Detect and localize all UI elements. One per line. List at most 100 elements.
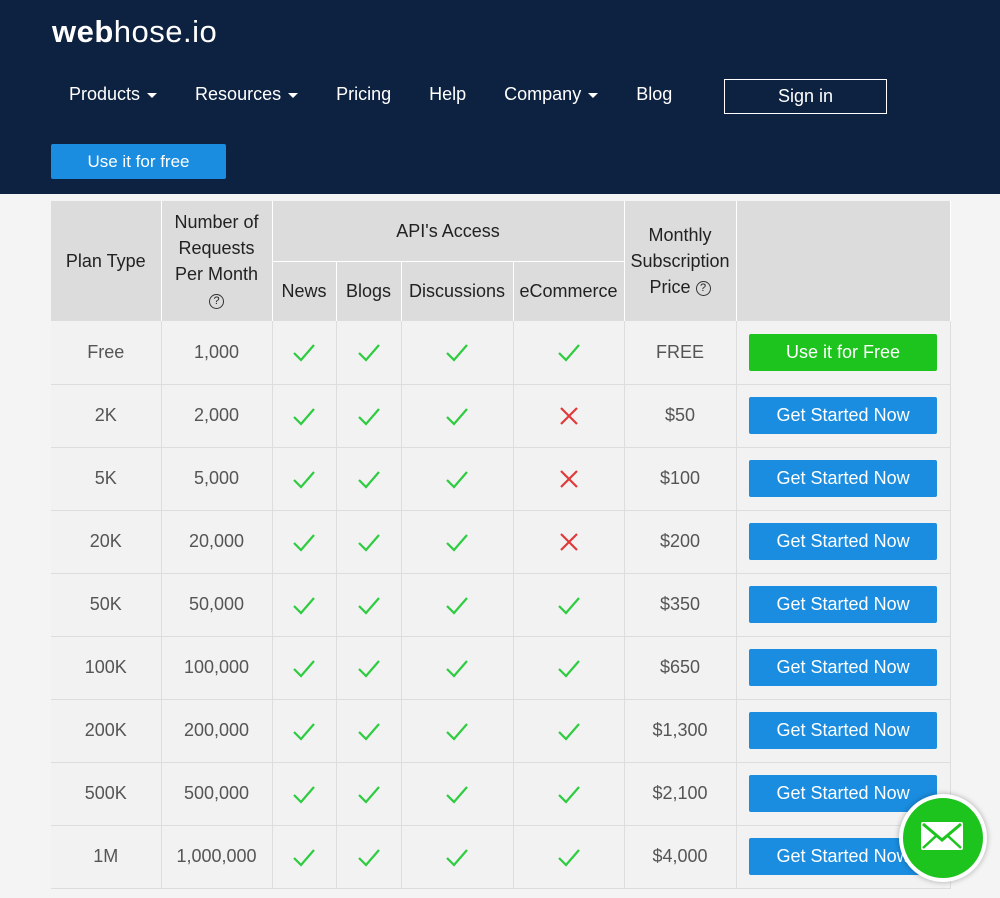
plan-button[interactable]: Get Started Now <box>749 649 938 686</box>
check-icon <box>557 785 580 804</box>
check-icon <box>293 533 315 552</box>
action-cell: Get Started Now <box>736 699 951 763</box>
empty-header <box>736 201 951 321</box>
plan-cell: 200K <box>51 699 162 763</box>
plan-button[interactable]: Get Started Now <box>749 397 938 434</box>
plan-cell: 100K <box>51 636 162 700</box>
access-cell <box>401 699 514 763</box>
help-icon[interactable]: ? <box>695 280 711 296</box>
nav-item[interactable]: Company <box>504 84 599 105</box>
action-cell: Get Started Now <box>736 762 951 826</box>
access-cell <box>513 573 625 637</box>
check-icon <box>557 344 580 362</box>
plan-row: 2K 2,000 $50 Get Started Now <box>51 384 951 448</box>
access-cell <box>513 510 625 574</box>
plan-cell: Free <box>51 321 162 385</box>
access-cell <box>513 447 625 511</box>
price-cell: $100 <box>624 447 737 511</box>
source-header: News <box>272 260 337 321</box>
plan-button[interactable]: Get Started Now <box>749 586 938 623</box>
help-icon[interactable]: ? <box>209 293 224 309</box>
header: webhose.io Products Resources Pricing Help C… <box>0 0 1000 194</box>
check-icon <box>357 848 380 867</box>
plan-row: 1M 1,000,000 $4,000 Get Started Now <box>51 825 951 889</box>
plan-button[interactable]: Get Started Now <box>749 460 938 497</box>
price-header: Monthly Subscription Price ? <box>624 201 737 321</box>
check-icon <box>293 407 315 426</box>
plan-button[interactable]: Use it for Free <box>749 333 938 371</box>
plan-cell: 50K <box>51 573 162 637</box>
logo[interactable]: webhose.io <box>52 14 217 50</box>
sources-row: News Blogs Discussions eCommerce <box>51 260 950 321</box>
price-cell: $200 <box>624 510 737 574</box>
price-cell: FREE <box>624 321 737 385</box>
price-cell: $350 <box>624 573 737 637</box>
access-cell <box>401 447 514 511</box>
access-cell <box>401 573 514 637</box>
price-cell: $50 <box>624 384 737 448</box>
requests-cell: 200,000 <box>161 699 273 763</box>
access-cell <box>513 699 625 763</box>
check-icon <box>357 722 380 741</box>
cross-icon <box>559 469 578 488</box>
access-cell <box>513 636 625 700</box>
requests-cell: 1,000,000 <box>161 825 273 889</box>
requests-cell: 50,000 <box>161 573 273 637</box>
access-cell <box>272 636 337 700</box>
logo-bold: web <box>52 14 114 49</box>
table-body: Free 1,000 FREE Use it for Free 2K 2,000 $50 Ge… <box>51 321 951 889</box>
plan-row: 200K 200,000 $1,300 Get Started Now <box>51 699 951 763</box>
price-cell: $650 <box>624 636 737 700</box>
plan-row: Free 1,000 FREE Use it for Free <box>51 321 951 385</box>
nav-item[interactable]: Help <box>429 84 467 104</box>
access-cell <box>401 321 514 385</box>
check-icon <box>357 407 380 426</box>
access-cell <box>513 825 625 889</box>
check-icon <box>293 344 315 362</box>
requests-cell: 20,000 <box>161 510 273 574</box>
access-cell <box>272 510 337 574</box>
check-icon <box>293 722 315 741</box>
access-cell <box>272 762 337 826</box>
access-cell <box>336 762 402 826</box>
check-icon <box>446 344 468 362</box>
plan-button[interactable]: Get Started Now <box>749 523 938 560</box>
check-icon <box>446 848 468 867</box>
check-icon <box>446 785 468 804</box>
plan-row: 100K 100,000 $650 Get Started Now <box>51 636 951 700</box>
access-cell <box>401 384 514 448</box>
plan-button[interactable]: Get Started Now <box>749 775 938 812</box>
requests-cell: 1,000 <box>161 321 273 385</box>
nav-item[interactable]: Products <box>69 84 158 105</box>
access-cell <box>336 510 402 574</box>
action-cell: Get Started Now <box>736 510 951 574</box>
access-cell <box>336 573 402 637</box>
nav-item[interactable]: Resources <box>195 84 299 105</box>
check-icon <box>293 659 315 678</box>
sign-in-button[interactable]: Sign in <box>724 79 887 114</box>
price-header-text: Monthly Subscription Price <box>630 225 730 297</box>
plan-cell: 20K <box>51 510 162 574</box>
access-cell <box>272 573 337 637</box>
price-cell: $1,300 <box>624 699 737 763</box>
access-cell <box>336 636 402 700</box>
source-header: Discussions <box>401 260 514 321</box>
action-cell: Get Started Now <box>736 447 951 511</box>
check-icon <box>557 848 580 867</box>
nav-item[interactable]: Blog <box>636 84 673 104</box>
check-icon <box>293 785 315 804</box>
nav-item[interactable]: Pricing <box>336 84 392 104</box>
email-button[interactable] <box>899 794 987 882</box>
access-cell <box>513 762 625 826</box>
check-icon <box>446 722 468 741</box>
access-cell <box>272 321 337 385</box>
cta-button[interactable]: Use it for free <box>51 144 226 179</box>
plan-row: 5K 5,000 $100 Get Started Now <box>51 447 951 511</box>
check-icon <box>446 533 468 552</box>
plan-button[interactable]: Get Started Now <box>749 712 938 749</box>
requests-cell: 100,000 <box>161 636 273 700</box>
access-cell <box>272 825 337 889</box>
logo-rest: hose.io <box>113 14 218 49</box>
access-cell <box>401 636 514 700</box>
plan-cell: 500K <box>51 762 162 826</box>
